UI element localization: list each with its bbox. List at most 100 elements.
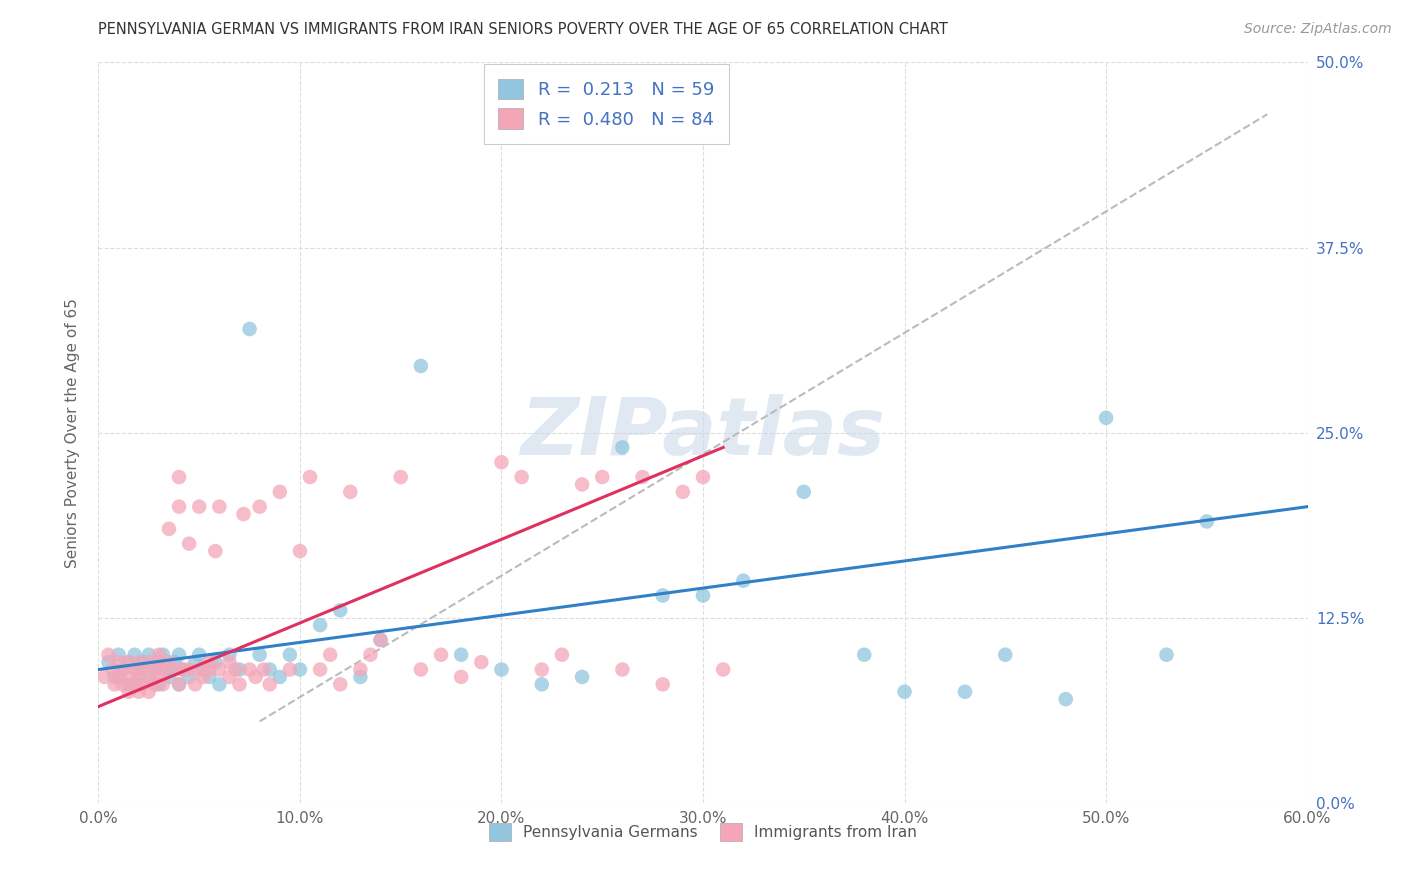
Point [409,359,432,373]
Point [107,648,129,662]
Point [148,655,170,669]
Point [118,655,141,669]
Point [163,655,186,669]
Point [157,670,180,684]
Point [339,484,361,499]
Point [204,544,226,558]
Point [111,677,134,691]
Point [994,648,1017,662]
Point [179,536,201,550]
Point [278,648,301,662]
Point [167,648,190,662]
Point [530,663,553,677]
Text: ZIPatlas: ZIPatlas [520,393,886,472]
Point [299,470,322,484]
Point [239,663,262,677]
Point [430,648,453,662]
Point [204,655,226,669]
Point [103,677,125,691]
Point [309,618,332,632]
Point [138,655,160,669]
Point [450,670,472,684]
Point [232,507,254,521]
Point [107,655,129,669]
Point [179,670,201,684]
Point [349,670,371,684]
Point [101,663,124,677]
Point [152,648,174,662]
Point [208,677,231,691]
Point [148,648,170,662]
Point [530,677,553,691]
Point [309,663,332,677]
Point [288,663,311,677]
Point [612,441,634,455]
Point [152,677,174,691]
Point [143,677,166,691]
Point [733,574,755,588]
Point [157,655,180,669]
Legend: Pennsylvania Germans, Immigrants from Iran: Pennsylvania Germans, Immigrants from Ir… [484,817,922,847]
Point [93,670,115,684]
Point [157,522,180,536]
Point [1156,648,1178,662]
Point [143,663,166,677]
Point [360,648,382,662]
Point [470,655,492,669]
Point [551,648,574,662]
Point [450,648,472,662]
Point [259,677,281,691]
Text: Source: ZipAtlas.com: Source: ZipAtlas.com [1244,22,1392,37]
Point [249,648,271,662]
Point [793,484,815,499]
Point [893,685,915,699]
Point [198,663,221,677]
Point [218,670,240,684]
Point [138,670,160,684]
Point [132,663,155,677]
Point [651,589,673,603]
Point [218,648,240,662]
Point [672,484,695,499]
Point [692,470,714,484]
Point [132,655,155,669]
Point [692,589,714,603]
Point [228,677,250,691]
Point [157,663,180,677]
Point [193,663,215,677]
Point [143,663,166,677]
Point [184,655,207,669]
Point [148,655,170,669]
Point [167,470,190,484]
Point [124,648,146,662]
Point [118,670,141,684]
Point [224,663,246,677]
Point [128,655,150,669]
Point [239,322,262,336]
Point [631,470,654,484]
Point [97,648,120,662]
Point [138,648,160,662]
Point [651,677,673,691]
Point [269,670,291,684]
Point [148,670,170,684]
Point [152,663,174,677]
Point [208,500,231,514]
Point [591,470,613,484]
Point [1195,515,1218,529]
Point [853,648,876,662]
Point [198,655,221,669]
Point [188,648,211,662]
Point [253,663,276,677]
Point [953,685,976,699]
Point [124,677,146,691]
Point [128,677,150,691]
Point [118,655,141,669]
Point [1095,410,1118,425]
Point [118,677,141,691]
Point [571,670,593,684]
Point [259,663,281,677]
Point [172,663,194,677]
Point [711,663,734,677]
Point [249,500,271,514]
